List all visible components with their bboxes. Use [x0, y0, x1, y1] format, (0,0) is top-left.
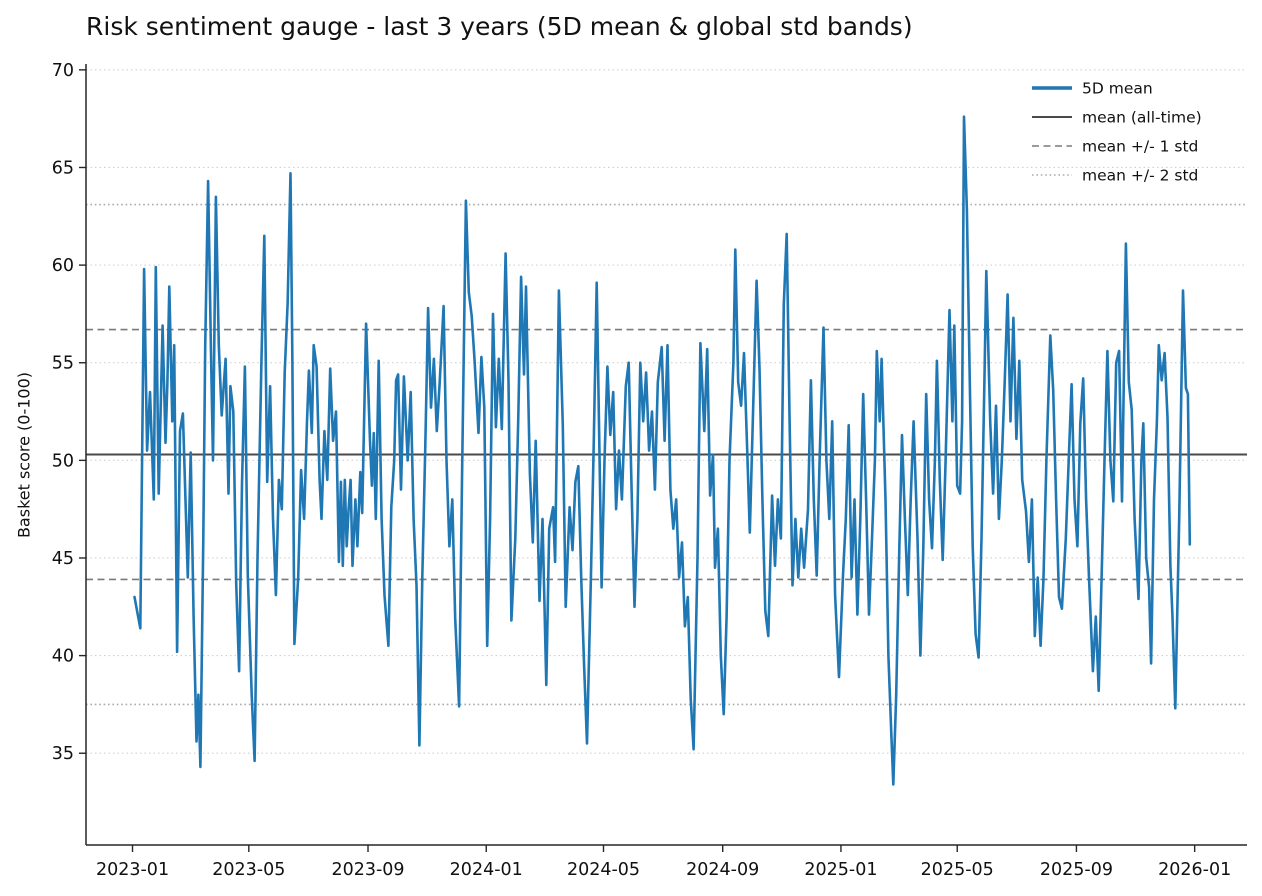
- x-tick-label: 2025-01: [804, 860, 877, 880]
- y-tick-label: 65: [52, 158, 74, 178]
- x-tick-label: 2023-01: [96, 860, 169, 880]
- y-tick-label: 45: [52, 549, 74, 569]
- x-tick-label: 2025-09: [1040, 860, 1113, 880]
- y-tick-label: 50: [52, 451, 74, 471]
- legend-label: 5D mean: [1082, 80, 1153, 98]
- y-tick-label: 55: [52, 354, 74, 374]
- y-tick-label: 60: [52, 256, 74, 276]
- y-axis-label: Basket score (0-100): [14, 371, 34, 539]
- chart-title: Risk sentiment gauge - last 3 years (5D …: [86, 12, 913, 41]
- legend-label: mean (all-time): [1082, 109, 1202, 127]
- x-tick-label: 2023-05: [212, 860, 285, 880]
- y-tick-label: 40: [52, 647, 74, 667]
- series-line-5d-mean: [133, 115, 1192, 786]
- x-tick-label: 2026-01: [1158, 860, 1231, 880]
- legend-label: mean +/- 2 std: [1082, 167, 1198, 185]
- x-tick-label: 2023-09: [331, 860, 404, 880]
- x-tick-label: 2024-01: [450, 860, 523, 880]
- x-tick-label: 2024-09: [686, 860, 759, 880]
- y-tick-label: 35: [52, 744, 74, 764]
- x-tick-label: 2024-05: [567, 860, 640, 880]
- legend-label: mean +/- 1 std: [1082, 138, 1198, 156]
- y-tick-label: 70: [52, 61, 74, 81]
- x-tick-label: 2025-05: [921, 860, 994, 880]
